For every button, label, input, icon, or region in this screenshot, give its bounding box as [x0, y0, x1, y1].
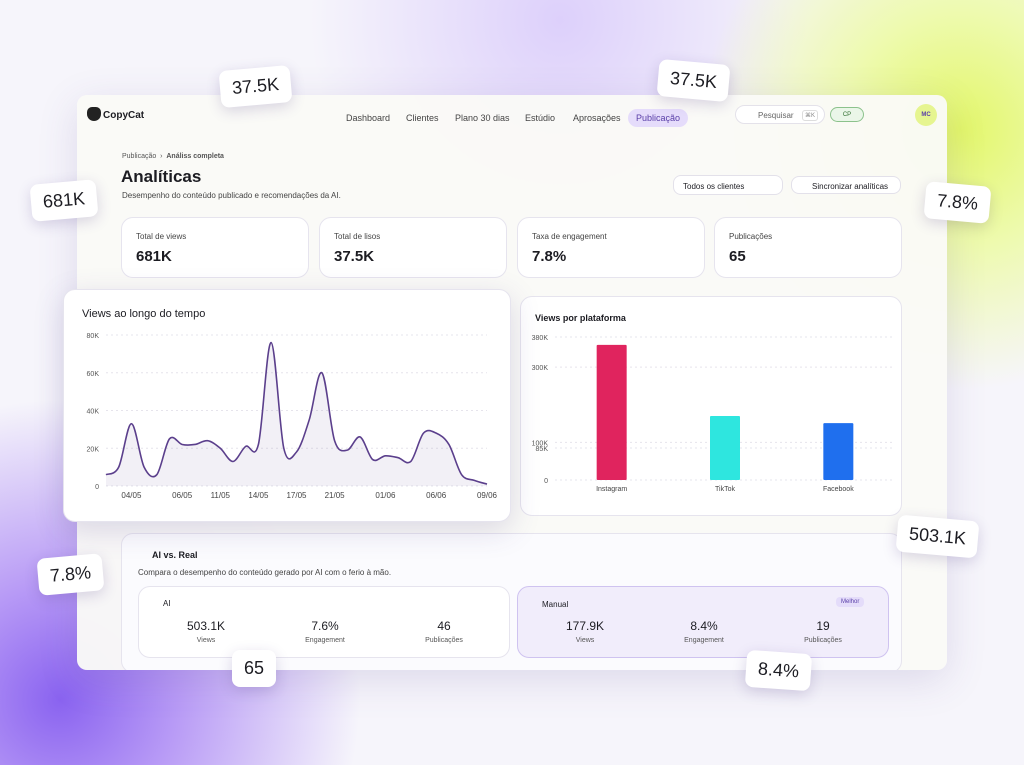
- kpi-value: 37.5K: [334, 248, 375, 265]
- stat-label: Views: [196, 637, 216, 644]
- search-box[interactable]: Pesquisar ⌘K: [735, 105, 825, 124]
- y-tick-label: 300K: [532, 365, 549, 372]
- y-tick-label: 40K: [87, 409, 100, 416]
- x-tick-label: 11/05: [211, 491, 231, 500]
- bar: [710, 416, 740, 480]
- x-tick-label: 09/06: [477, 491, 498, 500]
- section-title: AI vs. Real: [152, 550, 198, 560]
- floating-badge: 503.1K: [895, 514, 980, 559]
- kpi-card: Taxa de engagement 7.8%: [517, 217, 705, 278]
- brand: CopyCat: [103, 110, 145, 121]
- nav-item[interactable]: Publicação: [628, 109, 689, 127]
- stat-value: 7.6%: [311, 619, 339, 633]
- stat-value: 46: [437, 619, 451, 633]
- x-tick-label: 17/05: [286, 491, 307, 500]
- stat-label: Engagement: [305, 637, 345, 644]
- x-tick-label: Facebook: [823, 486, 854, 493]
- y-tick-label: 100K: [532, 440, 549, 447]
- floating-badge: 37.5K: [656, 58, 731, 103]
- group-name: Manual: [542, 600, 569, 609]
- section-subtitle: Compara o desempenho do conteúdo gerado …: [138, 568, 392, 577]
- nav-item[interactable]: Clientes: [406, 113, 439, 123]
- logo-icon: [87, 107, 101, 121]
- stat-label: Engagement: [684, 637, 724, 644]
- kpi-value: 7.8%: [532, 248, 567, 265]
- floating-badge: 8.4%: [744, 649, 813, 692]
- app-window: CopyCat Dashboard Clientes Plano 30 dias…: [77, 95, 947, 670]
- stat-label: Publicações: [804, 637, 842, 644]
- nav-item[interactable]: Plano 30 dias: [455, 113, 510, 123]
- breadcrumb-item: Análiss completa: [166, 153, 224, 160]
- floating-badge: 681K: [29, 179, 99, 222]
- line: [105, 341, 488, 485]
- x-tick-label: TikTok: [715, 486, 735, 493]
- x-tick-label: 06/06: [426, 491, 447, 500]
- area: [106, 342, 487, 486]
- group-name: AI: [163, 599, 171, 608]
- group-card: Manual Melhor 177.9K Views 8.4% Engagement…: [517, 586, 889, 658]
- breadcrumb: Publicação › Análiss completa: [122, 153, 224, 160]
- line-card: Views ao longo do tempo: [63, 289, 511, 522]
- y-tick-label: 0: [544, 478, 548, 485]
- y-tick-label: 80K: [87, 333, 100, 340]
- x-tick-label: 21/05: [325, 491, 346, 500]
- y-tick-label: 20K: [87, 446, 100, 453]
- x-tick-label: 01/06: [375, 491, 396, 500]
- x-tick-label: 06/05: [172, 491, 193, 500]
- sync-button[interactable]: Sincronizar analíticas: [791, 176, 901, 194]
- nav-item[interactable]: Dashboard: [346, 113, 391, 123]
- x-tick-label: 04/05: [121, 491, 142, 500]
- search-placeholder: Pesquisar: [758, 111, 794, 120]
- chart-title: Views por plataforma: [535, 313, 626, 323]
- kpi-label: Taxa de engagement: [532, 232, 607, 241]
- stat-label: Views: [575, 637, 595, 644]
- best-badge: Melhor: [836, 597, 865, 607]
- kpi-card: Total de views 681K: [121, 217, 309, 278]
- bar: [823, 423, 854, 480]
- stat-value: 8.4%: [690, 619, 718, 633]
- stat-value: 19: [816, 619, 830, 633]
- breadcrumb-item[interactable]: Publicação: [122, 153, 157, 160]
- y-tick-label: 0: [95, 484, 99, 491]
- x-tick-label: 14/05: [248, 491, 269, 500]
- kpi-card: Total de lisos 37.5K: [319, 217, 507, 278]
- kpi-card: Publicações 65: [714, 217, 902, 278]
- stat-value: 177.9K: [565, 619, 605, 633]
- nav-item[interactable]: Aprosações: [573, 113, 621, 123]
- kpi-value: 65: [729, 248, 746, 265]
- chart-title: Views ao longo do tempo: [82, 308, 206, 320]
- bar: [596, 344, 627, 480]
- page-subtitle: Desempenho do conteúdo publicado e recom…: [122, 191, 341, 200]
- kpi-label: Total de views: [136, 232, 187, 241]
- y-tick-label: 85K: [536, 446, 549, 453]
- floating-badge: 37.5K: [218, 64, 293, 109]
- stat-label: Publicações: [425, 637, 463, 644]
- shortcut: ⌘K: [802, 110, 819, 121]
- y-tick-label: 60K: [87, 371, 100, 378]
- nav-item[interactable]: Estúdio: [525, 113, 556, 123]
- client-chip[interactable]: CP: [830, 107, 864, 122]
- kpi-label: Total de lisos: [334, 232, 381, 241]
- y-tick-label: 380K: [532, 335, 549, 342]
- kpi-value: 681K: [136, 248, 172, 265]
- floating-badge: 65: [232, 650, 277, 687]
- group-card: AI 503.1K Views 7.6% Engagement 46 Publicaç…: [138, 586, 510, 658]
- avatar[interactable]: MC: [915, 104, 937, 126]
- client-filter[interactable]: Todos os clientes: [673, 175, 783, 195]
- kpi-label: Publicações: [729, 232, 773, 241]
- floating-badge: 7.8%: [36, 553, 105, 596]
- floating-badge: 7.8%: [923, 181, 992, 224]
- stat-value: 503.1K: [186, 619, 226, 633]
- x-tick-label: Instagram: [596, 486, 627, 493]
- comparison-card: AI vs. Real Compara o desempenho do cont…: [121, 533, 902, 670]
- page-title: Analíticas: [121, 167, 202, 186]
